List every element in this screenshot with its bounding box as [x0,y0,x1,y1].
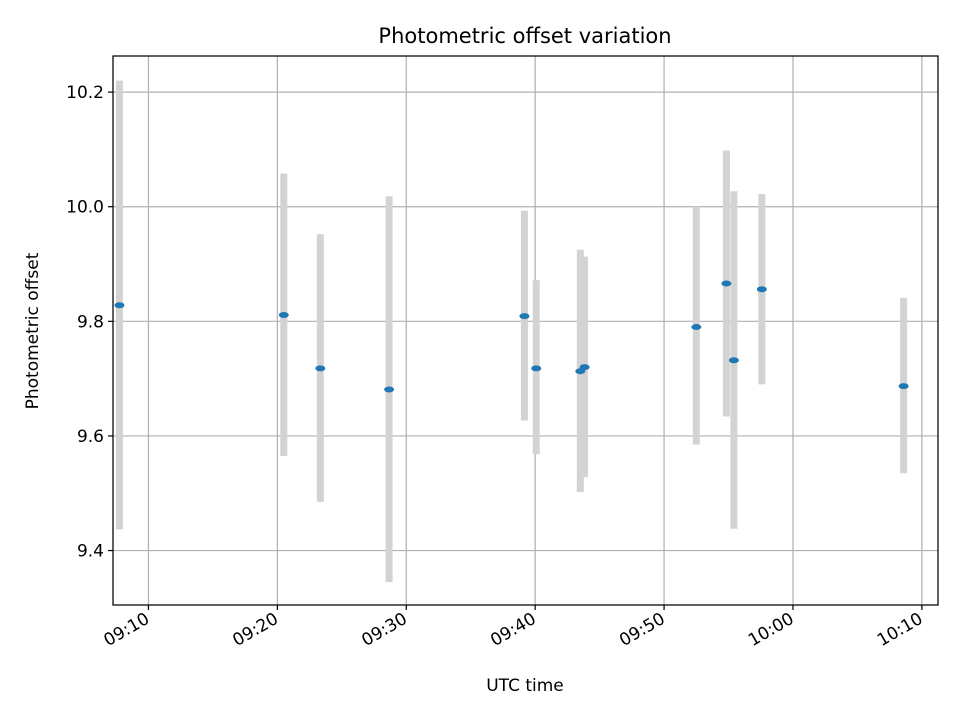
data-point [579,364,590,371]
y-tick-label: 9.4 [77,542,104,562]
y-tick-label: 10.2 [66,83,104,103]
y-tick-label: 9.6 [77,427,104,447]
data-point [756,286,767,293]
data-point [278,312,289,319]
data-point [728,357,739,364]
data-point [531,365,542,372]
y-tick-label: 9.8 [77,312,104,332]
data-points [114,280,909,393]
y-tick-label: 10.0 [66,198,104,218]
y-axis-label: Photometric offset [23,252,43,409]
data-point [384,386,395,393]
data-point [721,280,732,287]
x-axis-label: UTC time [486,676,564,696]
data-point [315,365,326,372]
plot-frame [112,55,939,606]
data-point [898,383,909,390]
data-point [519,313,530,320]
data-point [114,302,125,309]
data-point [691,324,702,331]
chart-title: Photometric offset variation [378,24,671,48]
